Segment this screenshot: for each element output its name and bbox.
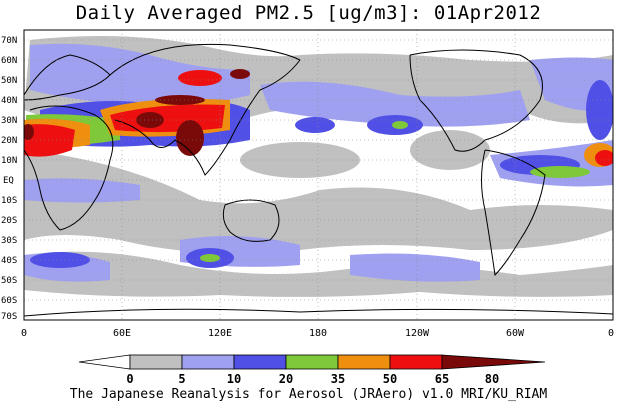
colorbar-tick: 5: [178, 372, 185, 386]
colorbar-segment: [78, 354, 131, 370]
lat-label: 60S: [1, 296, 17, 306]
colorbar-tick: 0: [126, 372, 133, 386]
colorbar: [78, 354, 546, 370]
colorbar-segment: [441, 354, 546, 370]
colorbar-tick: 35: [331, 372, 345, 386]
lon-label: 0: [608, 328, 614, 339]
colorbar-segment: [285, 354, 339, 370]
lat-label: 50N: [1, 76, 17, 86]
colorbar-segment: [181, 354, 235, 370]
lon-label: 120W: [405, 328, 430, 339]
colorbar-tick: 10: [227, 372, 241, 386]
lon-label: 0: [21, 328, 27, 339]
colorbar-segment: [337, 354, 391, 370]
pm25-field: [24, 30, 613, 320]
colorbar-segment: [129, 354, 183, 370]
map-frame: [23, 29, 614, 321]
lat-label: 20S: [1, 216, 17, 226]
lat-label: 40S: [1, 256, 17, 266]
lon-label: 60E: [113, 328, 131, 339]
lat-label: 70S: [1, 312, 17, 322]
lat-label: 70N: [1, 36, 17, 46]
lat-label: 20N: [1, 136, 17, 146]
lat-label: EQ: [3, 176, 14, 186]
colorbar-tick: 20: [279, 372, 293, 386]
colorbar-segment: [233, 354, 287, 370]
lat-label: 10S: [1, 196, 17, 206]
lat-label: 50S: [1, 276, 17, 286]
colorbar-tick: 65: [435, 372, 449, 386]
colorbar-tick: 80: [485, 372, 499, 386]
credit-line: The Japanese Reanalysis for Aerosol (JRA…: [69, 387, 548, 402]
colorbar-tick: 50: [383, 372, 397, 386]
lat-label: 60N: [1, 56, 17, 66]
lat-label: 30S: [1, 236, 17, 246]
lat-label: 30N: [1, 116, 17, 126]
colorbar-segment: [389, 354, 443, 370]
lon-label: 180: [309, 328, 327, 339]
lat-label: 10N: [1, 156, 17, 166]
lon-label: 120E: [208, 328, 232, 339]
map-title: Daily Averaged PM2.5 [ug/m3]: 01Apr2012: [75, 2, 542, 24]
lon-label: 60W: [506, 328, 525, 339]
lat-label: 40N: [1, 96, 17, 106]
